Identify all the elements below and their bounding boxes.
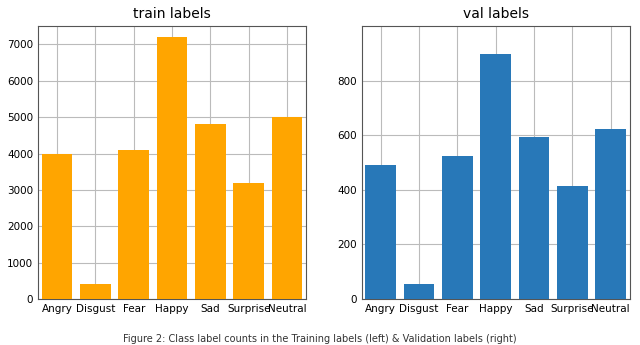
Bar — [442, 156, 473, 299]
Bar — [234, 183, 264, 299]
Title: val labels: val labels — [463, 7, 529, 21]
Bar — [42, 154, 72, 299]
Bar — [271, 117, 302, 299]
Bar — [157, 37, 188, 299]
Bar — [557, 186, 588, 299]
Bar — [404, 284, 435, 299]
Bar — [195, 125, 226, 299]
Text: Figure 2: Class label counts in the Training labels (left) & Validation labels (: Figure 2: Class label counts in the Trai… — [123, 334, 517, 344]
Bar — [80, 285, 111, 299]
Bar — [365, 165, 396, 299]
Bar — [595, 129, 626, 299]
Bar — [519, 137, 549, 299]
Bar — [118, 150, 149, 299]
Title: train labels: train labels — [133, 7, 211, 21]
Bar — [481, 53, 511, 299]
